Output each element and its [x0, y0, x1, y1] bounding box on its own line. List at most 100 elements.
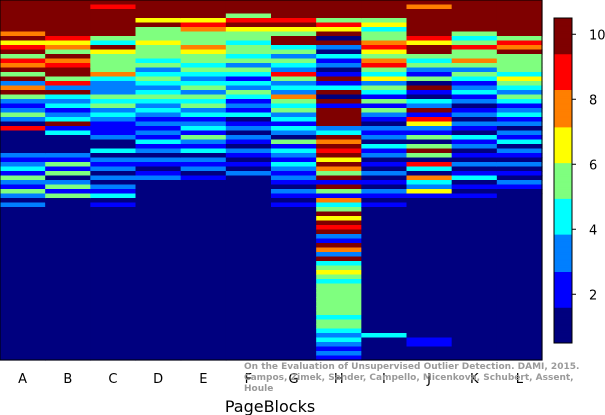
heatmap-cell-H-73: [316, 351, 362, 357]
heatmap-cell-K-30: [451, 162, 498, 168]
colorbar-step: [554, 133, 572, 136]
heatmap-cell-H-32: [316, 166, 362, 172]
colorbar-tick-6: 6: [589, 158, 597, 173]
heatmap-cell-L-7: [496, 63, 543, 69]
heatmap-cell-D-30: [135, 148, 182, 154]
colorbar-step: [554, 156, 572, 159]
colorbar-step: [554, 252, 572, 255]
colorbar-step: [554, 304, 572, 307]
heatmap-cell-I-10: [361, 58, 408, 64]
colorbar-step: [554, 195, 572, 198]
heatmap-cell-J-23: [406, 126, 453, 132]
heatmap-cell-C-16: [90, 99, 137, 105]
heatmap-cell-J-32: [406, 166, 453, 172]
heatmap-cell-G-41: [271, 198, 317, 204]
colorbar-step: [554, 318, 572, 321]
heatmap-cell-K-8: [451, 63, 498, 69]
colorbar-step: [554, 261, 572, 264]
colorbar-step: [554, 78, 572, 81]
heatmap-cell-H-23: [316, 126, 362, 132]
heatmap-cell-H-55: [316, 270, 362, 276]
heatmap-cell-L-31: [496, 171, 543, 177]
colorbar-step: [554, 200, 572, 203]
heatmap-cell-G-37: [271, 180, 317, 186]
colorbar-step: [554, 263, 572, 266]
colorbar-step: [554, 323, 572, 326]
colorbar-step: [554, 315, 572, 318]
heatmap-cell-G-40: [271, 193, 317, 199]
heatmap-cell-D-15: [135, 81, 182, 87]
heatmap-cell-K-4: [451, 45, 498, 51]
heatmap-cell-H-11: [316, 63, 362, 69]
heatmap-cell-E-16: [180, 85, 227, 91]
heatmap-cell-E-26: [180, 130, 227, 136]
heatmap-cell-K-29: [451, 157, 498, 163]
heatmap-cell-B-4: [45, 49, 91, 55]
heatmap-cell-H-62: [316, 301, 362, 307]
heatmap-cell-F-24: [225, 117, 272, 123]
heatmap-cell-F-12: [225, 63, 272, 69]
colorbar-step: [554, 115, 572, 118]
heatmap-cell-D-23: [135, 117, 182, 123]
x-tick-A: A: [18, 372, 27, 387]
heatmap-cell-A-9: [0, 67, 46, 73]
heatmap-cell-I-23: [361, 117, 408, 123]
heatmap-cell-C-35: [90, 193, 137, 199]
colorbar-step: [554, 74, 572, 78]
colorbar-step: [554, 289, 572, 292]
heatmap-cell-L-19: [496, 117, 543, 123]
heatmap-cell-B-2: [45, 40, 91, 46]
heatmap-cell-B-8: [45, 67, 91, 73]
colorbar-step: [554, 313, 572, 316]
heatmap-cell-J-12: [406, 76, 453, 82]
heatmap-cell-B-23: [45, 135, 91, 154]
heatmap-cell-E-34: [180, 166, 227, 172]
colorbar-step: [554, 240, 572, 243]
heatmap-cell-L-9: [496, 72, 543, 78]
heatmap-cell-B-24: [45, 153, 91, 159]
heatmap-cell-C-36: [90, 198, 137, 204]
heatmap-cell-K-33: [451, 175, 498, 181]
colorbar-step: [554, 250, 572, 253]
heatmap-cell-E-33: [180, 162, 227, 168]
colorbar-step: [554, 107, 572, 110]
heatmap-cell-F-0: [225, 0, 272, 15]
watermark-line-2: Campos, Zimek, Sander, Campello, Micenko…: [244, 373, 574, 394]
heatmap-cell-J-3: [406, 36, 453, 42]
colorbar-step: [554, 154, 572, 157]
heatmap-cell-C-8: [90, 54, 137, 60]
heatmap-cell-I-44: [361, 333, 408, 339]
colorbar-step: [554, 37, 572, 40]
heatmap-cell-E-22: [180, 112, 227, 118]
heatmap-cell-F-35: [225, 166, 272, 172]
heatmap-cell-D-35: [135, 171, 182, 177]
colorbar-step: [554, 60, 572, 63]
heatmap-cell-A-31: [0, 180, 46, 186]
heatmap-cell-H-25: [316, 135, 362, 141]
colorbar-step: [554, 278, 572, 281]
colorbar-step: [554, 136, 572, 139]
heatmap-cell-E-21: [180, 108, 227, 114]
colorbar-step: [554, 68, 572, 71]
heatmap-cell-D-28: [135, 139, 182, 145]
heatmap-cell-G-28: [271, 139, 317, 145]
colorbar-step: [554, 276, 572, 279]
colorbar-step: [554, 247, 572, 250]
heatmap-cell-F-5: [225, 31, 272, 37]
heatmap-cell-E-24: [180, 121, 227, 127]
colorbar-step: [554, 294, 572, 297]
colorbar-step: [554, 292, 572, 295]
heatmap-cell-J-20: [406, 112, 453, 118]
colorbar-step: [554, 217, 572, 221]
heatmap-cell-A-17: [0, 103, 46, 109]
colorbar-step: [554, 300, 572, 303]
heatmap-cell-G-30: [271, 148, 317, 154]
heatmap-cell-H-44: [316, 220, 362, 226]
colorbar-step: [554, 341, 572, 344]
heatmap-cell-C-26: [90, 153, 137, 159]
heatmap-cell-G-3: [271, 27, 317, 33]
heatmap-cell-K-15: [451, 94, 498, 100]
heatmap-cell-H-46: [316, 229, 362, 235]
colorbar-step: [554, 26, 572, 29]
heatmap-cell-H-14: [316, 76, 362, 82]
